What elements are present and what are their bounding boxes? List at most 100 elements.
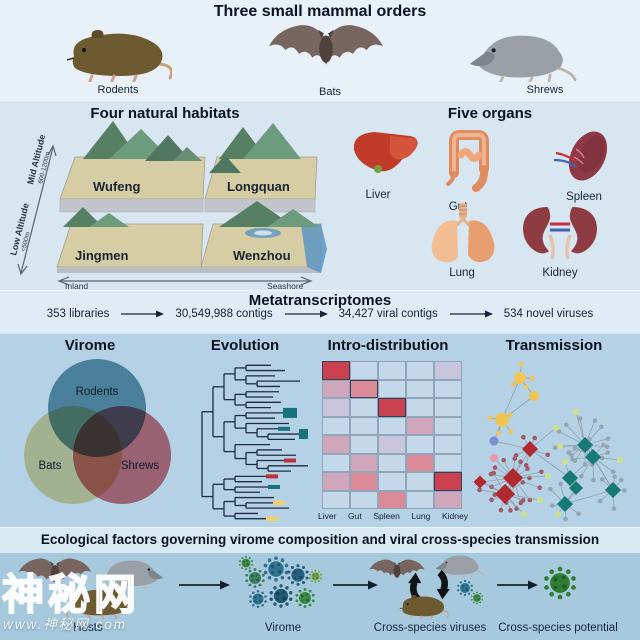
organ-heatmap — [322, 361, 462, 509]
heatmap-cell — [378, 490, 406, 509]
heatmap-cell — [434, 472, 462, 491]
heatmap-cell — [378, 361, 406, 380]
heatmap-column-label: Gut — [348, 511, 362, 521]
pipeline-row: 353 libraries 30,549,988 contigs 34,427 … — [0, 308, 640, 320]
venn-label-bats: Bats — [38, 460, 62, 472]
bats-label: Bats — [318, 86, 342, 98]
evolution-panel-title: Evolution — [210, 337, 280, 354]
ecology-title: Ecological factors governing virome comp… — [40, 532, 600, 547]
cross-species-viruses-image — [368, 553, 492, 619]
shrews-label: Shrews — [526, 84, 564, 96]
cross-species-viruses-label: Cross-species viruses — [373, 622, 487, 634]
heatmap-column-label: Liver — [318, 511, 337, 521]
kidney-label: Kidney — [542, 267, 578, 279]
site-longquan: Longquan — [227, 179, 290, 194]
venn-circle-shrews — [73, 406, 171, 504]
cross-species-potential-image — [542, 565, 578, 601]
heatmap-cell — [350, 398, 378, 417]
heatmap-cell — [350, 416, 378, 435]
flow-arrow-icon — [284, 310, 328, 318]
transmission-network — [473, 362, 627, 522]
heatmap-cell — [406, 416, 434, 435]
spleen-image — [553, 131, 608, 181]
heatmap-cell — [350, 490, 378, 509]
heatmap-cell — [378, 416, 406, 435]
pipeline-step-novel-viruses: 534 novel viruses — [503, 308, 594, 320]
heatmap-cell — [406, 490, 434, 509]
mammals-title: Three small mammal orders — [213, 3, 427, 20]
rodent-image — [56, 26, 178, 82]
heatmap-cell — [406, 379, 434, 398]
axis-seashore: Seashore — [267, 281, 304, 289]
pipeline-step-contigs: 30,549,988 contigs — [175, 308, 273, 320]
section-metatranscriptomes: Metatranscriptomes 353 libraries 30,549,… — [0, 290, 640, 334]
heatmap-column-labels: Liver Gut Spleen Lung Kidney — [318, 511, 468, 521]
site-wufeng: Wufeng — [93, 179, 140, 194]
heatmap-cell — [322, 398, 350, 417]
intro-distribution-panel-title: Intro-distribution — [327, 337, 449, 354]
flow-arrow-icon — [497, 580, 538, 590]
heatmap-cell — [350, 361, 378, 380]
site-wenzhou: Wenzhou — [233, 248, 291, 263]
heatmap-cell — [350, 472, 378, 491]
heatmap-column-label: Spleen — [373, 511, 400, 521]
heatmap-cell — [378, 453, 406, 472]
axis-low-altitude-range: <500m — [20, 231, 32, 252]
heatmap-column-label: Kidney — [441, 511, 468, 521]
heatmap-cell — [350, 379, 378, 398]
heatmap-cell — [406, 453, 434, 472]
heatmap-cell — [378, 379, 406, 398]
liver-image — [353, 132, 418, 173]
site-jingmen: Jingmen — [75, 248, 129, 263]
bat-image — [268, 20, 384, 82]
venn-label-rodents: Rodents — [75, 386, 119, 398]
heatmap-cell — [406, 398, 434, 417]
liver-label: Liver — [365, 189, 391, 201]
phylogenetic-tree — [201, 364, 308, 521]
pipeline-step-libraries: 353 libraries — [46, 308, 110, 320]
axis-inland: Inland — [65, 281, 88, 289]
section-mammal-orders: Three small mammal orders Rodents Bats S… — [0, 0, 640, 100]
hosts-label: Hosts — [73, 622, 103, 634]
heatmap-cell — [322, 490, 350, 509]
section-bottom-flow: Hosts Virome — [0, 553, 640, 640]
lung-label: Lung — [449, 267, 475, 279]
habitats-title: Four natural habitats — [90, 105, 240, 122]
pipeline-title: Metatranscriptomes — [248, 292, 392, 309]
virome-panel-title: Virome — [64, 337, 116, 354]
heatmap-cell — [434, 398, 462, 417]
heatmap-cell — [434, 435, 462, 454]
heatmap-cell — [406, 435, 434, 454]
heatmap-cell — [406, 472, 434, 491]
heatmap-cell — [322, 361, 350, 380]
virome-label: Virome — [264, 622, 302, 634]
heatmap-cell — [322, 435, 350, 454]
heatmap-cell — [322, 379, 350, 398]
heatmap-cell — [378, 435, 406, 454]
organs-title: Five organs — [447, 105, 533, 122]
spleen-label: Spleen — [566, 191, 602, 203]
gut-image — [446, 130, 489, 192]
heatmap-cell — [434, 416, 462, 435]
habitat-diagram: Mid Altitude 600-1200m Low Altitude <500… — [8, 121, 327, 289]
heatmap-cell — [322, 416, 350, 435]
heatmap-cell — [434, 361, 462, 380]
flow-arrow-icon — [333, 580, 378, 590]
flow-arrow-icon — [449, 310, 493, 318]
watermark-text: 神秘网 — [1, 571, 141, 618]
venn-diagram: Rodents Bats Shrews — [10, 352, 180, 524]
heatmap-cell — [322, 472, 350, 491]
venn-label-shrews: Shrews — [120, 460, 160, 472]
flow-arrow-icon — [179, 580, 230, 590]
virome-image — [238, 553, 328, 617]
heatmap-cell — [434, 490, 462, 509]
shrew-image — [460, 30, 586, 82]
heatmap-cell — [378, 472, 406, 491]
heatmap-column-label: Lung — [411, 511, 431, 521]
pipeline-step-viral-contigs: 34,427 viral contigs — [338, 308, 438, 320]
cross-species-potential-label: Cross-species potential — [498, 622, 618, 634]
heatmap-cell — [350, 435, 378, 454]
heatmap-cell — [350, 453, 378, 472]
flow-arrow-icon — [121, 310, 165, 318]
